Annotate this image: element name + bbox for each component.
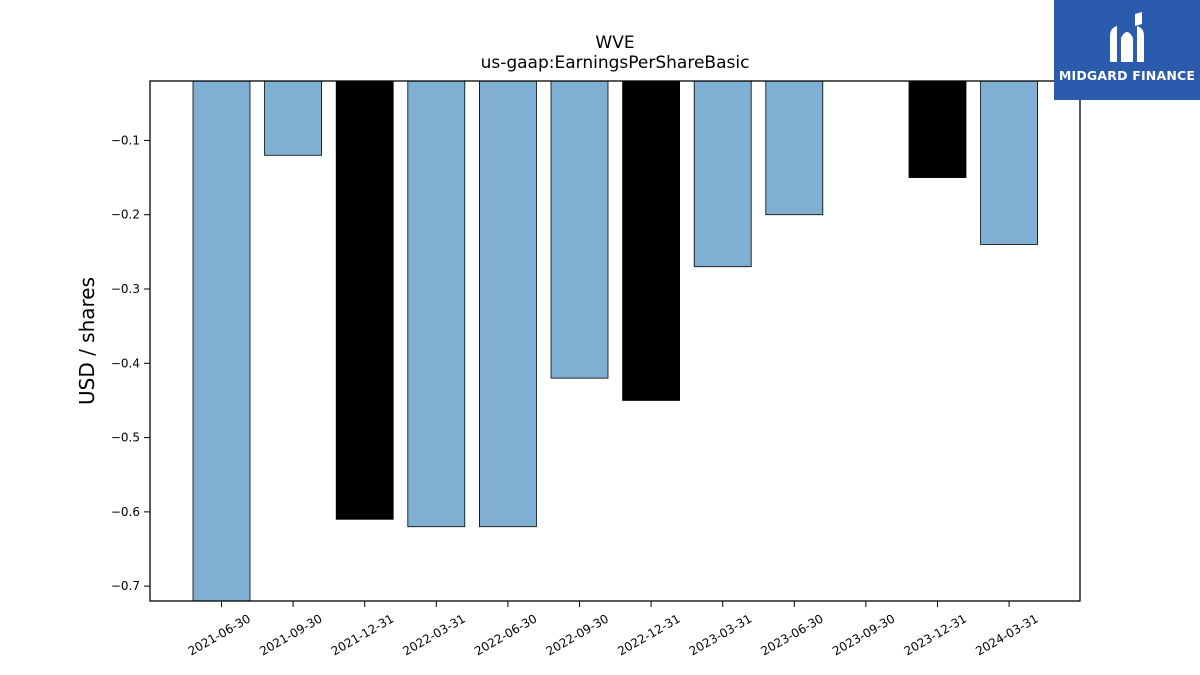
bar-2021-09-30 [264, 80, 323, 156]
x-ticks-group: 2021-06-30 2021-09-30 2021-12-31 2022-03-31… [186, 601, 1041, 658]
bar-2022-06-30 [478, 80, 537, 528]
y-tick-label: −0.1 [111, 133, 140, 147]
bar-2023-03-31 [693, 80, 752, 268]
x-tick-label: 2022-12-31 [615, 611, 682, 658]
x-tick-label: 2024-03-31 [973, 611, 1040, 658]
logo-text: MIDGARD FINANCE [1058, 68, 1196, 83]
x-tick-label: 2023-03-31 [687, 611, 754, 658]
y-axis-label: USD / shares [75, 277, 99, 405]
bar-2022-09-30 [550, 80, 609, 379]
x-tick-label: 2022-06-30 [472, 611, 539, 658]
y-tick-label: −0.3 [111, 282, 140, 296]
y-tick-label: −0.6 [111, 505, 140, 519]
x-tick-label: 2022-03-31 [400, 611, 467, 658]
x-tick-label: 2021-06-30 [186, 611, 253, 658]
chart-title: WVE [595, 33, 634, 53]
x-tick-label: 2021-09-30 [257, 611, 324, 658]
x-tick-label: 2022-09-30 [544, 611, 611, 658]
y-tick-label: −0.7 [111, 579, 140, 593]
bar-2023-12-31 [908, 80, 967, 178]
y-tick-label: −0.5 [111, 431, 140, 445]
bar-2022-03-31 [407, 80, 466, 528]
bars-group [192, 80, 1038, 602]
y-tick-label: −0.4 [111, 356, 140, 370]
bar-2021-12-31 [335, 80, 394, 520]
bar-2022-12-31 [622, 80, 680, 401]
y-ticks-group: −0.1 −0.2 −0.3 −0.4 −0.5 −0.6 −0.7 [111, 133, 150, 593]
bar-2021-06-30 [192, 80, 251, 602]
x-tick-label: 2023-09-30 [830, 611, 897, 658]
bar-2023-06-30 [765, 80, 824, 216]
x-tick-label: 2023-12-31 [902, 611, 969, 658]
x-tick-label: 2023-06-30 [758, 611, 825, 658]
plot-frame [149, 80, 1081, 602]
x-tick-label: 2021-12-31 [329, 611, 396, 658]
chart-subtitle: us-gaap:EarningsPerShareBasic [481, 53, 750, 73]
logo-mark-icon [1110, 12, 1144, 62]
bar-2024-03-31 [980, 80, 1038, 245]
y-tick-label: −0.2 [111, 208, 140, 222]
brand-logo: MIDGARD FINANCE [1054, 0, 1200, 100]
